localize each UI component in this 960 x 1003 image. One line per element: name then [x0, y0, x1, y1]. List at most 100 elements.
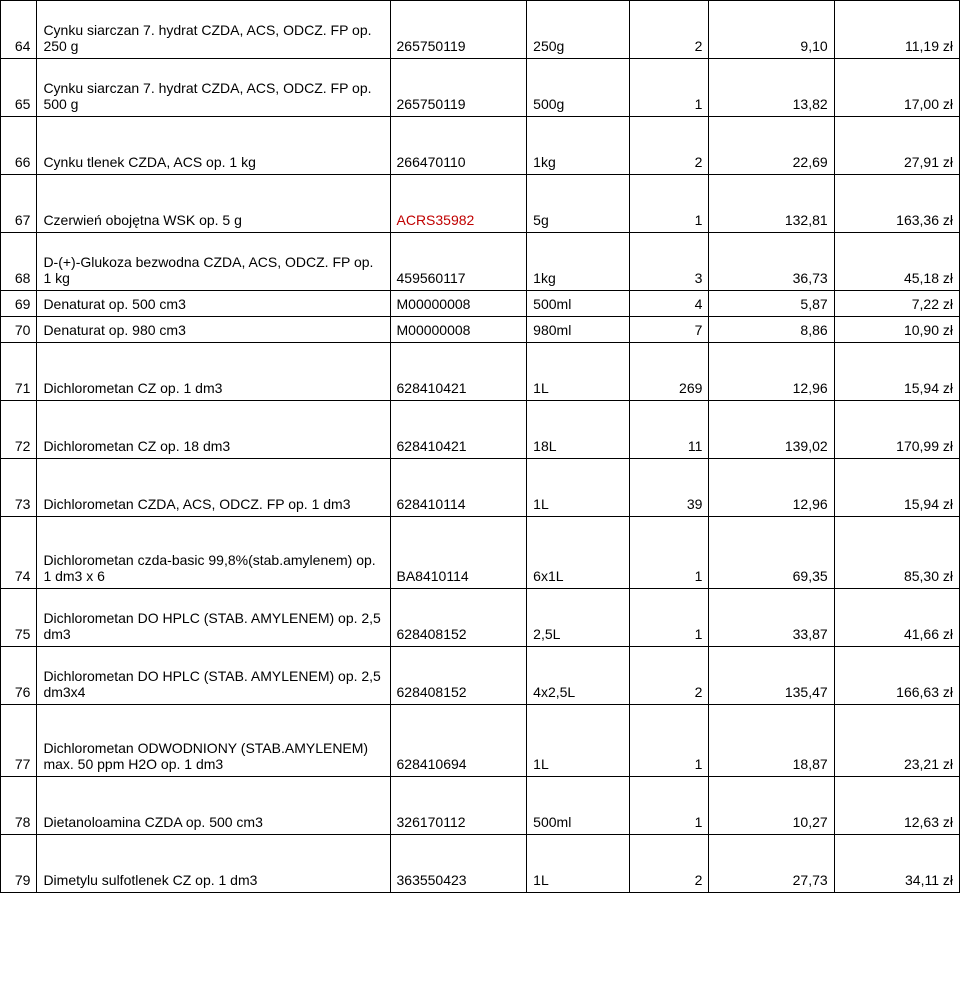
- unit-price: 13,82: [709, 59, 834, 117]
- table-row: 66Cynku tlenek CZDA, ACS op. 1 kg2664701…: [1, 117, 960, 175]
- package-size: 500ml: [527, 777, 630, 835]
- row-number: 77: [1, 705, 37, 777]
- product-description: Dichlorometan ODWODNIONY (STAB.AMYLENEM)…: [37, 705, 390, 777]
- quantity: 2: [629, 117, 709, 175]
- total-price: 7,22 zł: [834, 291, 959, 317]
- table-row: 68D-(+)-Glukoza bezwodna CZDA, ACS, ODCZ…: [1, 233, 960, 291]
- product-description: Dichlorometan czda-basic 99,8%(stab.amyl…: [37, 517, 390, 589]
- package-size: 1L: [527, 705, 630, 777]
- product-description: Cynku siarczan 7. hydrat CZDA, ACS, ODCZ…: [37, 1, 390, 59]
- package-size: 500g: [527, 59, 630, 117]
- quantity: 39: [629, 459, 709, 517]
- table-row: 76Dichlorometan DO HPLC (STAB. AMYLENEM)…: [1, 647, 960, 705]
- product-code: 265750119: [390, 1, 527, 59]
- quantity: 1: [629, 517, 709, 589]
- table-row: 67Czerwień obojętna WSK op. 5 gACRS35982…: [1, 175, 960, 233]
- package-size: 1L: [527, 835, 630, 893]
- product-description: D-(+)-Glukoza bezwodna CZDA, ACS, ODCZ. …: [37, 233, 390, 291]
- row-number: 75: [1, 589, 37, 647]
- row-number: 64: [1, 1, 37, 59]
- product-code: M00000008: [390, 291, 527, 317]
- total-price: 27,91 zł: [834, 117, 959, 175]
- package-size: 4x2,5L: [527, 647, 630, 705]
- product-code: 266470110: [390, 117, 527, 175]
- total-price: 15,94 zł: [834, 343, 959, 401]
- total-price: 85,30 zł: [834, 517, 959, 589]
- total-price: 166,63 zł: [834, 647, 959, 705]
- row-number: 70: [1, 317, 37, 343]
- quantity: 269: [629, 343, 709, 401]
- package-size: 250g: [527, 1, 630, 59]
- row-number: 69: [1, 291, 37, 317]
- product-code: 628410114: [390, 459, 527, 517]
- product-description: Cynku siarczan 7. hydrat CZDA, ACS, ODCZ…: [37, 59, 390, 117]
- product-description: Dichlorometan DO HPLC (STAB. AMYLENEM) o…: [37, 647, 390, 705]
- row-number: 68: [1, 233, 37, 291]
- total-price: 12,63 zł: [834, 777, 959, 835]
- row-number: 71: [1, 343, 37, 401]
- quantity: 1: [629, 777, 709, 835]
- product-code: 265750119: [390, 59, 527, 117]
- total-price: 41,66 zł: [834, 589, 959, 647]
- table-row: 71Dichlorometan CZ op. 1 dm36284104211L2…: [1, 343, 960, 401]
- unit-price: 12,96: [709, 459, 834, 517]
- row-number: 67: [1, 175, 37, 233]
- unit-price: 132,81: [709, 175, 834, 233]
- table-row: 69Denaturat op. 500 cm3M00000008500ml45,…: [1, 291, 960, 317]
- package-size: 1L: [527, 459, 630, 517]
- unit-price: 9,10: [709, 1, 834, 59]
- product-description: Dichlorometan CZDA, ACS, ODCZ. FP op. 1 …: [37, 459, 390, 517]
- product-code: 459560117: [390, 233, 527, 291]
- unit-price: 18,87: [709, 705, 834, 777]
- table-row: 72Dichlorometan CZ op. 18 dm362841042118…: [1, 401, 960, 459]
- product-code: M00000008: [390, 317, 527, 343]
- table-row: 75Dichlorometan DO HPLC (STAB. AMYLENEM)…: [1, 589, 960, 647]
- table-row: 70Denaturat op. 980 cm3M00000008980ml78,…: [1, 317, 960, 343]
- table-row: 79Dimetylu sulfotlenek CZ op. 1 dm336355…: [1, 835, 960, 893]
- quantity: 2: [629, 647, 709, 705]
- table-row: 73Dichlorometan CZDA, ACS, ODCZ. FP op. …: [1, 459, 960, 517]
- unit-price: 12,96: [709, 343, 834, 401]
- quantity: 1: [629, 175, 709, 233]
- product-code: 628410421: [390, 401, 527, 459]
- product-description: Dimetylu sulfotlenek CZ op. 1 dm3: [37, 835, 390, 893]
- product-code: 628408152: [390, 647, 527, 705]
- product-code: 628410694: [390, 705, 527, 777]
- table-row: 65Cynku siarczan 7. hydrat CZDA, ACS, OD…: [1, 59, 960, 117]
- product-code: 628408152: [390, 589, 527, 647]
- product-description: Cynku tlenek CZDA, ACS op. 1 kg: [37, 117, 390, 175]
- row-number: 66: [1, 117, 37, 175]
- total-price: 17,00 zł: [834, 59, 959, 117]
- product-code: 326170112: [390, 777, 527, 835]
- product-description: Dichlorometan CZ op. 1 dm3: [37, 343, 390, 401]
- unit-price: 8,86: [709, 317, 834, 343]
- package-size: 980ml: [527, 317, 630, 343]
- product-description: Dietanoloamina CZDA op. 500 cm3: [37, 777, 390, 835]
- unit-price: 5,87: [709, 291, 834, 317]
- quantity: 3: [629, 233, 709, 291]
- table-row: 77Dichlorometan ODWODNIONY (STAB.AMYLENE…: [1, 705, 960, 777]
- row-number: 72: [1, 401, 37, 459]
- quantity: 1: [629, 589, 709, 647]
- product-description: Denaturat op. 500 cm3: [37, 291, 390, 317]
- row-number: 76: [1, 647, 37, 705]
- total-price: 15,94 zł: [834, 459, 959, 517]
- product-description: Dichlorometan CZ op. 18 dm3: [37, 401, 390, 459]
- product-description: Czerwień obojętna WSK op. 5 g: [37, 175, 390, 233]
- quantity: 1: [629, 705, 709, 777]
- total-price: 170,99 zł: [834, 401, 959, 459]
- product-description: Dichlorometan DO HPLC (STAB. AMYLENEM) o…: [37, 589, 390, 647]
- quantity: 2: [629, 835, 709, 893]
- product-code: BA8410114: [390, 517, 527, 589]
- quantity: 11: [629, 401, 709, 459]
- price-table: 64Cynku siarczan 7. hydrat CZDA, ACS, OD…: [0, 0, 960, 893]
- table-row: 78Dietanoloamina CZDA op. 500 cm33261701…: [1, 777, 960, 835]
- total-price: 163,36 zł: [834, 175, 959, 233]
- package-size: 2,5L: [527, 589, 630, 647]
- total-price: 45,18 zł: [834, 233, 959, 291]
- package-size: 1L: [527, 343, 630, 401]
- total-price: 10,90 zł: [834, 317, 959, 343]
- quantity: 7: [629, 317, 709, 343]
- quantity: 1: [629, 59, 709, 117]
- unit-price: 139,02: [709, 401, 834, 459]
